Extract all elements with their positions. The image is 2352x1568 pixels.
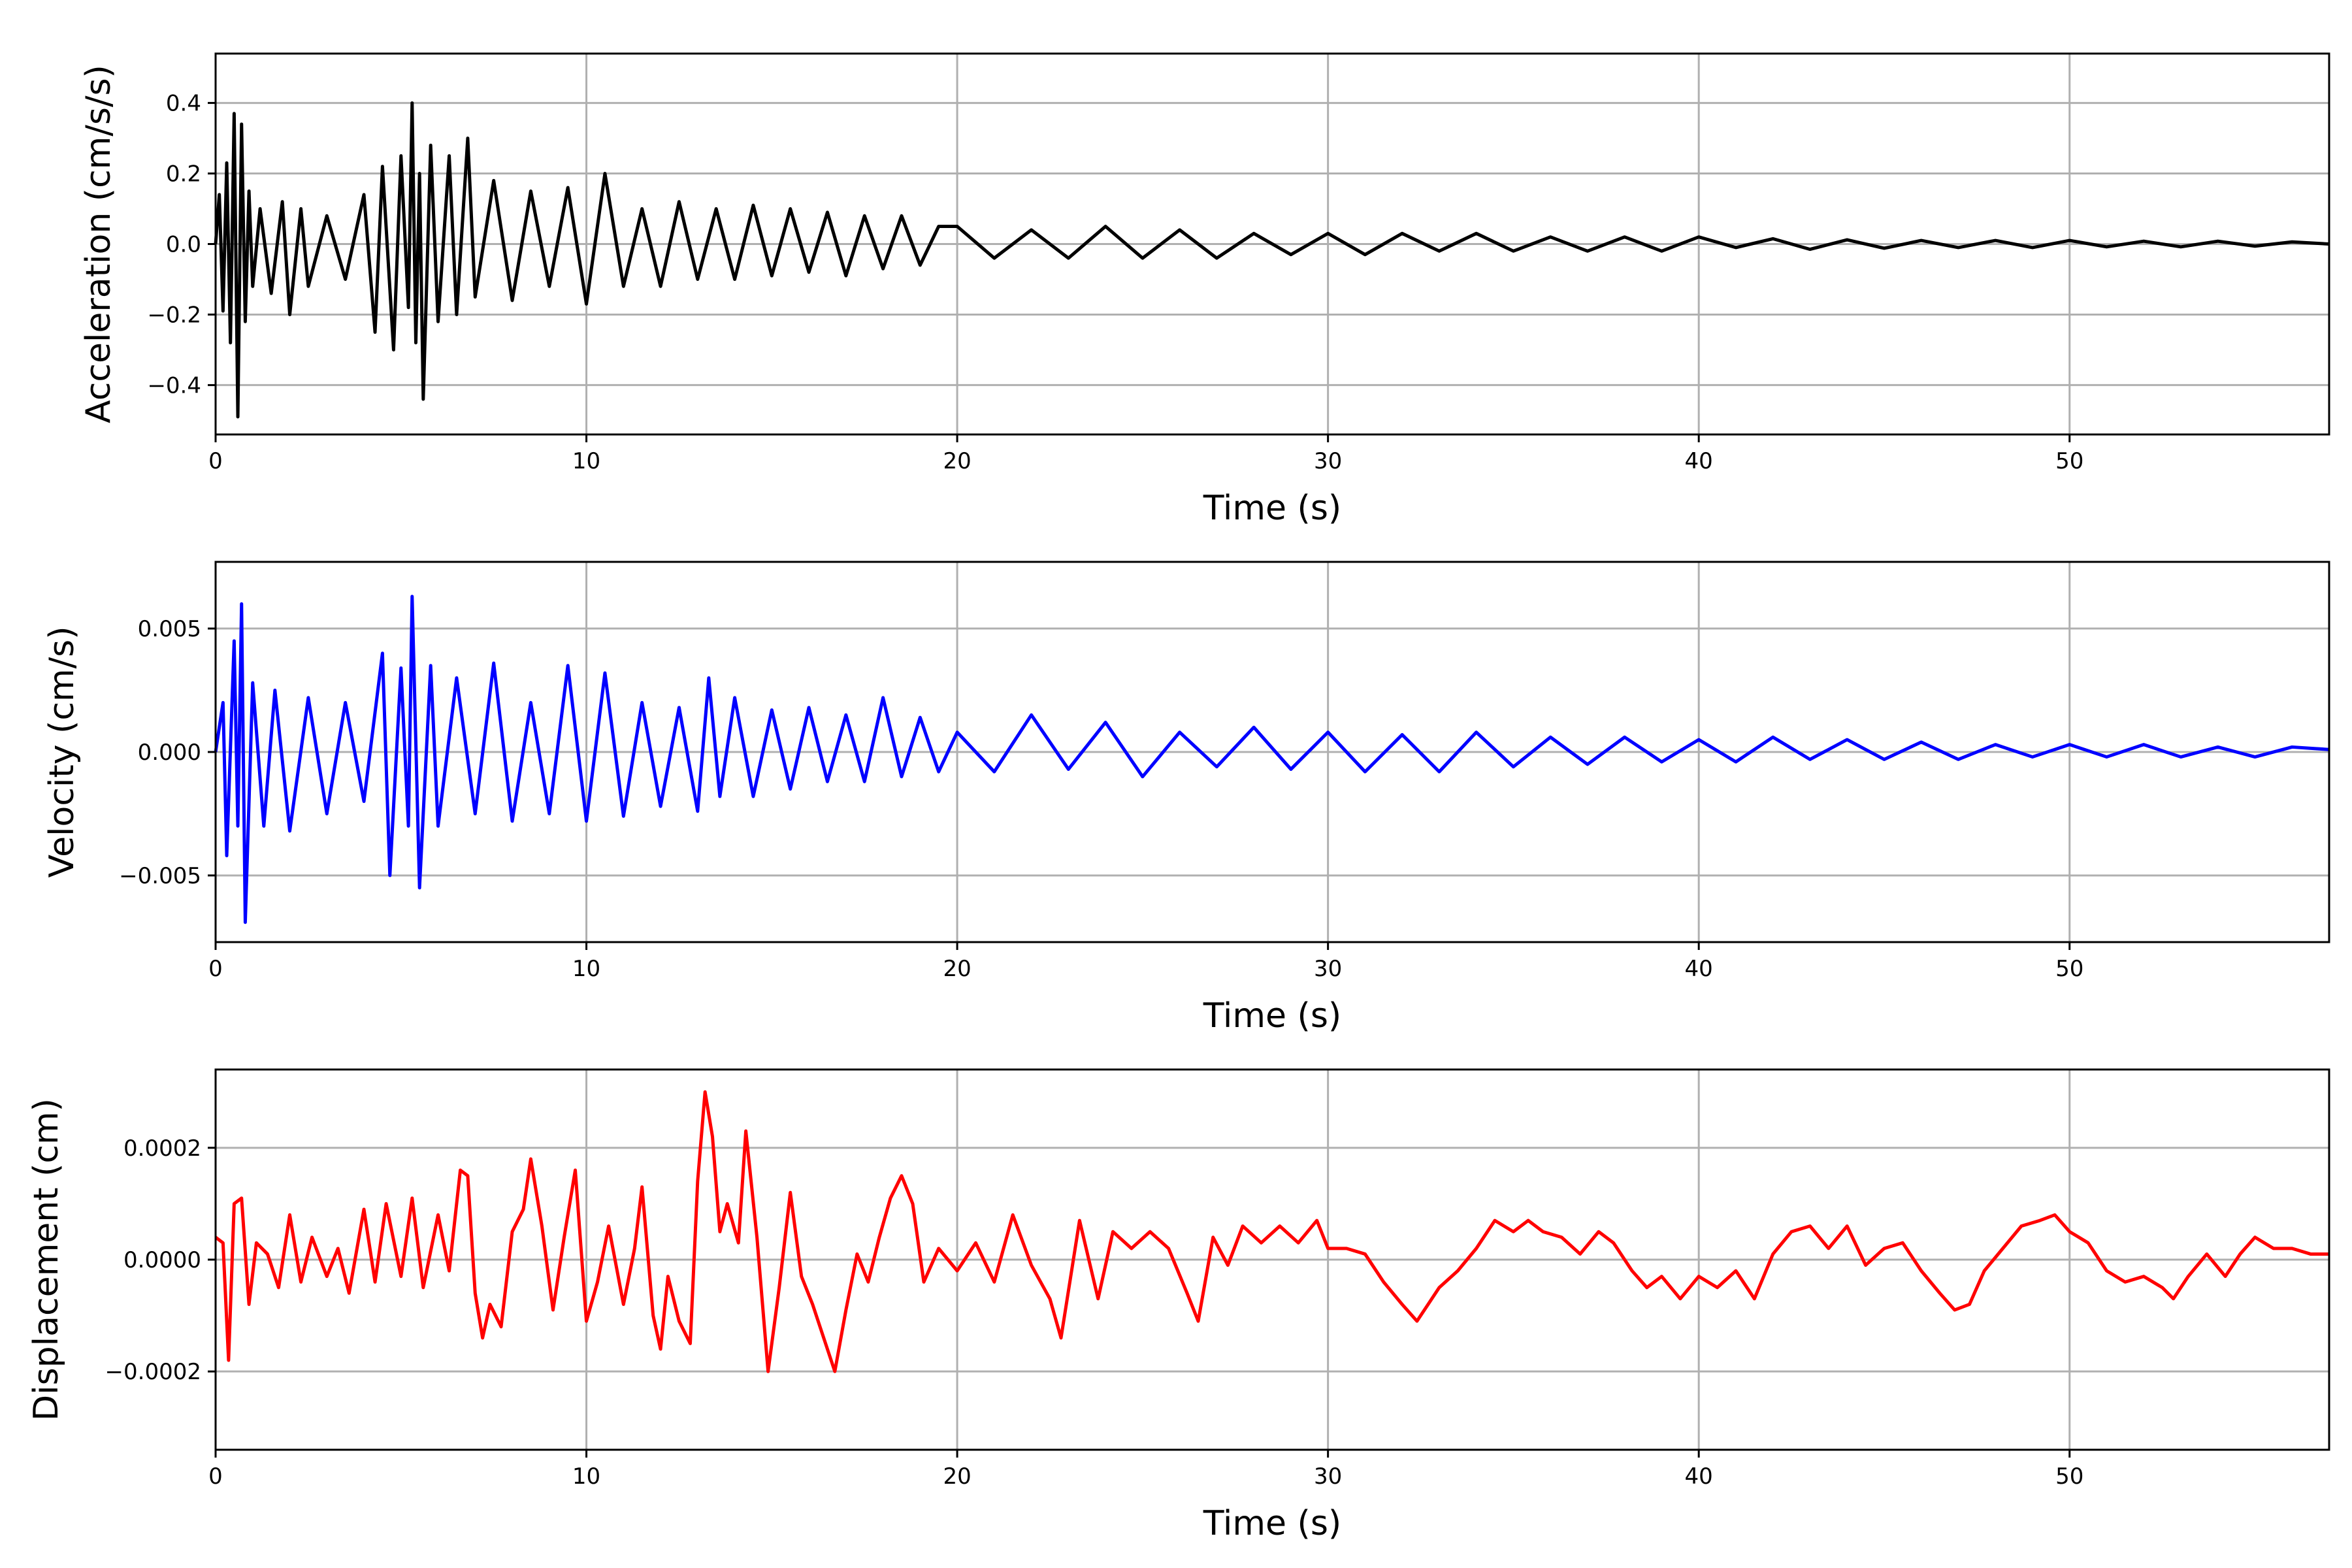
velocity-y-axis-label: Velocity (cm/s) (42, 627, 82, 878)
displacement-x-tick-label: 0 (208, 1463, 223, 1490)
velocity-panel: 0 10 20 30 40 50 −0.005 0.000 0.005 Time (s) Vel… (42, 561, 2330, 1036)
displacement-y-axis-label: Displacement (cm) (27, 1098, 66, 1421)
displacement-y-tick-label: −0.0002 (105, 1359, 201, 1385)
acceleration-y-tick-label: 0.2 (166, 161, 201, 188)
velocity-x-tick-label: 20 (943, 956, 971, 982)
acceleration-x-tick-label: 40 (1685, 448, 1713, 474)
velocity-series-line (214, 595, 2330, 924)
displacement-x-axis-label: Time (s) (1203, 1504, 1341, 1543)
acceleration-y-tick-label: 0.0 (166, 232, 201, 258)
displacement-y-tick-label: 0.0002 (123, 1135, 201, 1162)
acceleration-ticks: 0 10 20 30 40 50 −0.4 −0.2 0.0 0.2 0.4 (147, 91, 2083, 474)
acceleration-y-tick-label: −0.2 (147, 302, 201, 328)
displacement-series (214, 1090, 2329, 1373)
velocity-x-tick-label: 30 (1314, 956, 1342, 982)
velocity-x-axis-label: Time (s) (1203, 996, 1341, 1036)
displacement-series-line (214, 1090, 2329, 1373)
acceleration-x-tick-label: 0 (208, 448, 223, 474)
acceleration-y-tick-label: −0.4 (147, 372, 201, 399)
displacement-x-tick-label: 50 (2055, 1463, 2083, 1490)
displacement-x-tick-label: 20 (943, 1463, 971, 1490)
acceleration-x-axis-label: Time (s) (1203, 489, 1341, 528)
displacement-ticks: 0 10 20 30 40 50 −0.0002 0.0000 0.0002 (105, 1135, 2084, 1490)
acceleration-x-tick-label: 50 (2055, 448, 2083, 474)
acceleration-y-axis-label: Acceleration (cm/s/s) (79, 65, 118, 423)
acceleration-x-tick-label: 20 (943, 448, 971, 474)
velocity-y-tick-label: 0.005 (138, 616, 201, 642)
velocity-grid (214, 562, 2329, 942)
velocity-y-tick-label: −0.005 (119, 863, 201, 889)
velocity-y-tick-label: 0.000 (138, 740, 201, 766)
velocity-ticks: 0 10 20 30 40 50 −0.005 0.000 0.005 (119, 616, 2083, 982)
displacement-x-tick-label: 10 (572, 1463, 600, 1490)
acceleration-series (214, 101, 2330, 419)
velocity-series (214, 595, 2330, 924)
acceleration-x-tick-label: 30 (1314, 448, 1342, 474)
acceleration-x-tick-label: 10 (572, 448, 600, 474)
displacement-y-tick-label: 0.0000 (123, 1247, 201, 1273)
displacement-x-tick-label: 30 (1314, 1463, 1342, 1490)
velocity-x-tick-label: 40 (1685, 956, 1713, 982)
displacement-grid (214, 1070, 2329, 1450)
velocity-x-tick-label: 0 (208, 956, 223, 982)
acceleration-y-tick-label: 0.4 (166, 91, 201, 117)
displacement-x-tick-label: 40 (1685, 1463, 1713, 1490)
velocity-x-tick-label: 50 (2055, 956, 2083, 982)
acceleration-panel: 0 10 20 30 40 50 −0.4 −0.2 0.0 0.2 0.4 Time (s) Ac… (79, 52, 2330, 528)
velocity-x-tick-label: 10 (572, 956, 600, 982)
acceleration-series-line (214, 101, 2330, 419)
